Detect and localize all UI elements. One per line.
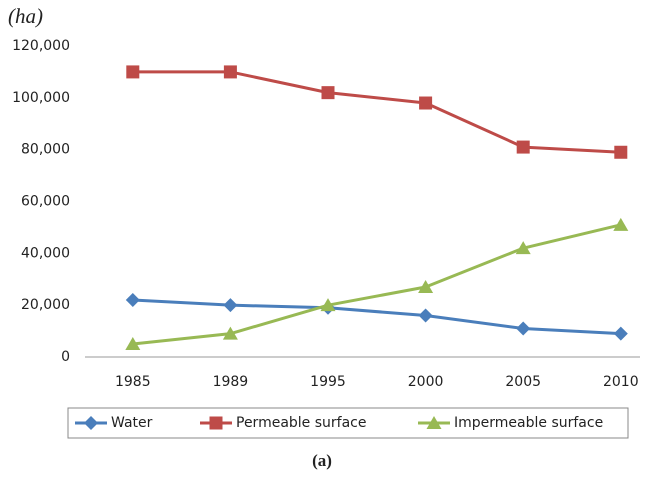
- y-tick-label: 20,000: [21, 297, 70, 313]
- x-tick-label: 1989: [213, 374, 249, 390]
- x-tick-label: 2005: [505, 374, 541, 390]
- data-point: [321, 86, 335, 100]
- data-point: [419, 96, 433, 110]
- data-point: [515, 241, 531, 255]
- legend-marker: [84, 416, 98, 430]
- y-axis-label: (ha): [8, 4, 43, 28]
- series-line: [132, 223, 622, 346]
- x-tick-label: 1985: [115, 374, 151, 390]
- data-point: [223, 298, 238, 313]
- x-tick-label: 1995: [310, 374, 346, 390]
- data-point: [125, 292, 140, 307]
- y-tick-label: 0: [61, 349, 70, 365]
- data-point: [222, 326, 238, 340]
- legend-marker: [426, 416, 442, 429]
- data-point: [613, 217, 629, 231]
- data-point: [614, 145, 628, 159]
- y-tick-label: 40,000: [21, 245, 70, 261]
- data-point: [613, 326, 628, 341]
- series-line: [132, 298, 621, 336]
- data-point: [126, 65, 140, 79]
- y-tick-label: 120,000: [12, 38, 70, 54]
- series-line: [132, 70, 621, 154]
- legend-label: Permeable surface: [236, 415, 366, 431]
- data-point: [223, 65, 237, 79]
- data-point: [418, 308, 433, 323]
- y-tick-label: 100,000: [12, 90, 70, 106]
- caption: (a): [312, 451, 332, 470]
- x-tick-label: 2000: [408, 374, 444, 390]
- legend-box: [67, 407, 629, 439]
- y-tick-label: 80,000: [21, 142, 70, 158]
- data-point: [320, 298, 336, 312]
- x-tick-label: 2010: [603, 374, 639, 390]
- legend-label: Water: [111, 415, 153, 431]
- y-tick-label: 60,000: [21, 194, 70, 210]
- data-point: [125, 337, 141, 351]
- data-point: [418, 280, 434, 294]
- legend-marker: [209, 416, 223, 430]
- data-point: [516, 321, 531, 336]
- legend-label: Impermeable surface: [454, 415, 603, 431]
- data-point: [516, 140, 530, 154]
